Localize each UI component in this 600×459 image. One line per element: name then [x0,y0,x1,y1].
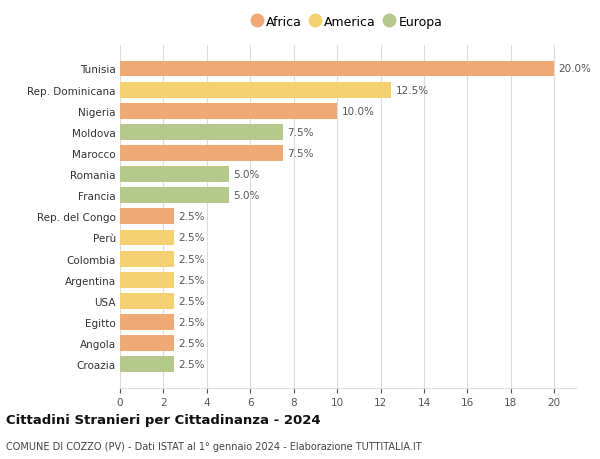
Bar [120,251,174,267]
Text: 2.5%: 2.5% [179,296,205,306]
Text: 7.5%: 7.5% [287,149,314,159]
Bar [120,314,174,330]
Text: 12.5%: 12.5% [396,85,429,95]
Bar [120,293,174,309]
Bar [120,357,174,372]
Text: 10.0%: 10.0% [341,106,374,117]
Text: 2.5%: 2.5% [179,275,205,285]
Bar [120,146,283,162]
Bar [120,104,337,119]
Text: Cittadini Stranieri per Cittadinanza - 2024: Cittadini Stranieri per Cittadinanza - 2… [6,413,320,426]
Text: COMUNE DI COZZO (PV) - Dati ISTAT al 1° gennaio 2024 - Elaborazione TUTTITALIA.I: COMUNE DI COZZO (PV) - Dati ISTAT al 1° … [6,441,422,451]
Bar [120,336,174,351]
Bar [120,209,174,225]
Text: 2.5%: 2.5% [179,254,205,264]
Text: 2.5%: 2.5% [179,359,205,369]
Text: 2.5%: 2.5% [179,338,205,348]
Text: 7.5%: 7.5% [287,128,314,138]
Bar [120,83,391,98]
Bar [120,230,174,246]
Legend: Africa, America, Europa: Africa, America, Europa [248,11,448,34]
Text: 5.0%: 5.0% [233,191,259,201]
Bar [120,167,229,183]
Bar [120,188,229,204]
Text: 2.5%: 2.5% [179,212,205,222]
Text: 2.5%: 2.5% [179,233,205,243]
Text: 5.0%: 5.0% [233,170,259,180]
Text: 20.0%: 20.0% [559,64,592,74]
Bar [120,125,283,140]
Bar [120,62,554,77]
Bar [120,272,174,288]
Text: 2.5%: 2.5% [179,317,205,327]
